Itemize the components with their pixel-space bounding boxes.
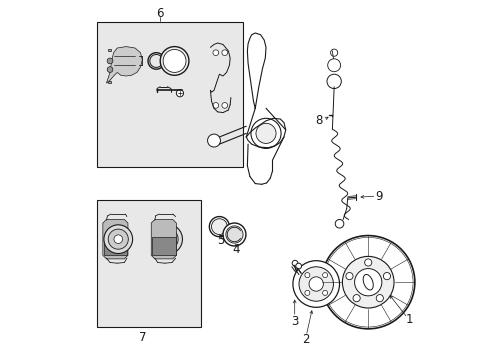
Circle shape: [354, 269, 381, 296]
Circle shape: [326, 74, 341, 89]
Circle shape: [107, 67, 113, 72]
Text: 7: 7: [138, 330, 146, 343]
Circle shape: [298, 267, 333, 301]
Polygon shape: [107, 49, 111, 51]
Bar: [97, 22, 242, 167]
Text: 4: 4: [232, 243, 240, 256]
Circle shape: [292, 261, 339, 307]
Circle shape: [335, 220, 343, 228]
Polygon shape: [152, 237, 175, 255]
Polygon shape: [104, 237, 126, 255]
Circle shape: [212, 50, 218, 55]
Circle shape: [163, 49, 185, 72]
Circle shape: [295, 263, 301, 269]
Circle shape: [304, 273, 309, 278]
Circle shape: [211, 219, 227, 234]
Circle shape: [222, 103, 227, 108]
Circle shape: [225, 226, 243, 243]
Circle shape: [209, 217, 229, 237]
Circle shape: [330, 49, 337, 56]
Polygon shape: [102, 220, 128, 259]
Circle shape: [292, 260, 297, 266]
Circle shape: [342, 256, 393, 308]
Circle shape: [207, 134, 220, 147]
Circle shape: [321, 235, 414, 329]
Text: 9: 9: [374, 190, 382, 203]
Circle shape: [160, 46, 188, 75]
Circle shape: [250, 118, 281, 148]
Circle shape: [308, 277, 323, 291]
Circle shape: [304, 291, 309, 296]
Circle shape: [255, 123, 276, 143]
Polygon shape: [107, 81, 111, 83]
Circle shape: [156, 228, 178, 250]
Circle shape: [222, 50, 227, 55]
Text: 1: 1: [405, 313, 412, 327]
Circle shape: [104, 225, 132, 253]
Circle shape: [375, 294, 383, 302]
Polygon shape: [106, 46, 142, 83]
Circle shape: [114, 235, 122, 243]
Text: 5: 5: [217, 234, 224, 247]
Text: 3: 3: [290, 315, 298, 328]
Text: 8: 8: [315, 114, 322, 127]
Bar: [97, 200, 201, 327]
Text: 2: 2: [301, 333, 308, 346]
Text: 6: 6: [156, 7, 163, 20]
Circle shape: [108, 229, 128, 249]
Circle shape: [163, 234, 172, 244]
Circle shape: [364, 259, 371, 266]
Circle shape: [322, 291, 327, 296]
Circle shape: [327, 59, 340, 72]
Circle shape: [383, 273, 390, 280]
Circle shape: [212, 103, 218, 108]
Circle shape: [322, 273, 327, 278]
Circle shape: [107, 58, 113, 64]
Circle shape: [352, 294, 360, 302]
Polygon shape: [151, 220, 176, 259]
Circle shape: [223, 223, 245, 246]
Circle shape: [152, 224, 182, 254]
Circle shape: [345, 273, 352, 280]
Circle shape: [176, 90, 183, 97]
